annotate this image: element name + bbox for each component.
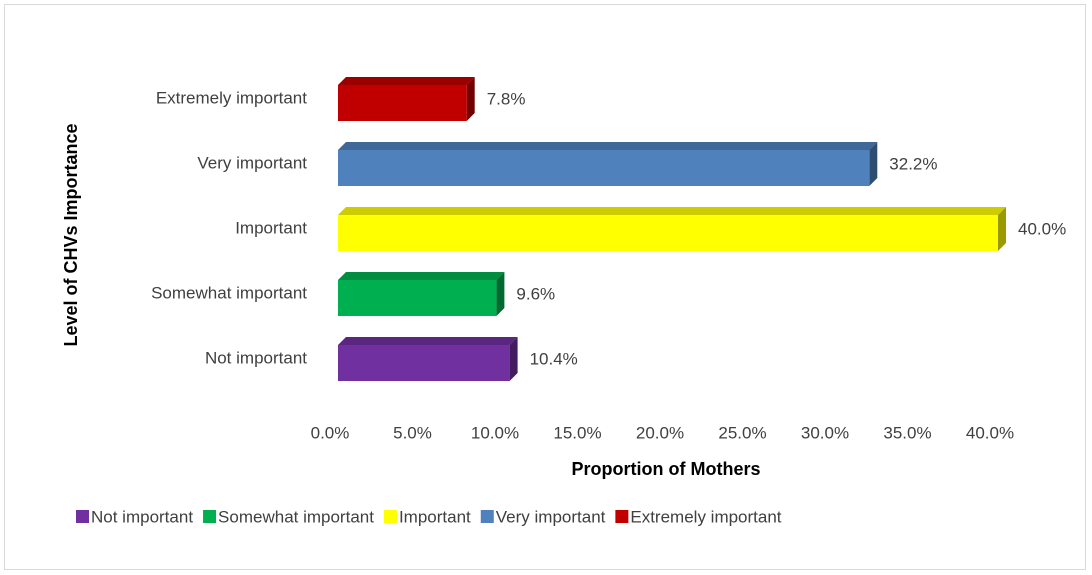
y-tick-label: Very important [197,153,307,172]
bar-side [496,272,505,316]
y-tick-label: Extremely important [156,88,307,107]
y-tick-label: Somewhat important [151,283,307,302]
legend-swatch [203,510,217,523]
legend-swatch [76,510,89,523]
y-axis-title: Level of CHVs Importance [61,123,81,346]
legend-label: Not important [91,507,193,526]
bar [338,150,870,186]
bar-side [998,207,1006,251]
bar [338,345,510,381]
legend-swatch [480,510,494,523]
x-tick-label: 40.0% [966,423,1014,442]
x-axis-title: Proportion of Mothers [572,459,761,479]
bar-side [869,142,878,186]
legend-label: Extremely important [630,507,781,526]
data-label: 32.2% [889,154,937,173]
x-tick-label: 30.0% [801,423,849,442]
data-label: 9.6% [516,284,555,303]
legend-label: Somewhat important [218,507,374,526]
legend-swatch [383,510,397,523]
chart-border [4,4,1086,570]
bar-top [338,207,1006,215]
bar-top [338,337,518,345]
bar-top [338,272,505,280]
x-tick-label: 0.0% [311,423,350,442]
x-tick-label: 20.0% [636,423,684,442]
bar [338,85,467,121]
y-tick-label: Important [235,218,307,237]
x-tick-label: 15.0% [553,423,601,442]
legend-label: Important [399,507,471,526]
y-tick-label: Not important [205,348,307,367]
bar-side [509,337,518,381]
data-label: 10.4% [530,349,578,368]
bar [338,215,998,251]
x-tick-label: 5.0% [393,423,432,442]
x-tick-label: 35.0% [883,423,931,442]
data-label: 7.8% [487,89,526,108]
bar-side [466,77,475,121]
data-label: 40.0% [1018,219,1066,238]
bar [338,280,497,316]
x-tick-label: 10.0% [471,423,519,442]
bar-top [338,142,878,150]
x-tick-label: 25.0% [718,423,766,442]
legend-swatch [615,510,629,523]
legend-label: Very important [496,507,606,526]
bar-top [338,77,475,85]
